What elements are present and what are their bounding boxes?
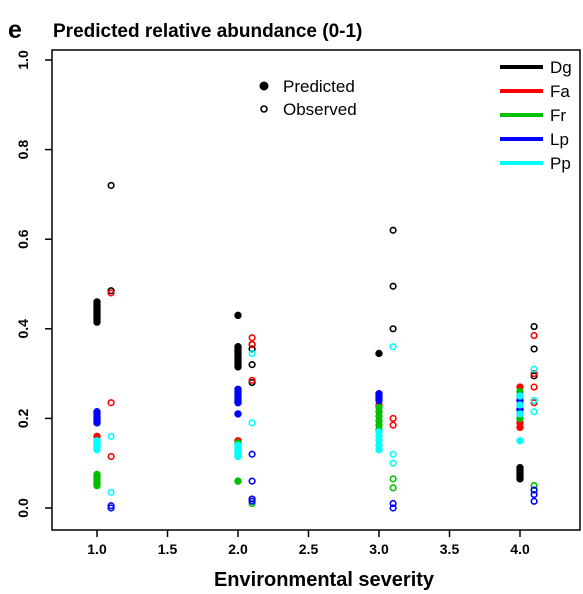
x-tick-label: 3.0 [369,541,389,557]
x-tick-label: 1.5 [158,541,178,557]
point-dg-observed [530,322,538,331]
point-lp-predicted [234,410,242,418]
y-tick-label: 1.0 [15,50,31,70]
x-tick-label: 1.0 [87,541,107,557]
point-lp-observed [248,450,256,458]
panel-label: e [8,16,22,44]
data-points [93,181,538,512]
point-lp-observed [248,477,256,485]
point-dg-predicted [234,363,242,371]
point-pp-observed [248,349,256,358]
point-pp-observed [530,408,538,416]
point-pp-predicted [516,392,524,400]
point-lp-observed [530,486,538,494]
point-dg-predicted [234,311,242,320]
point-pp-predicted [93,446,101,454]
x-tick-label: 2.0 [228,541,248,557]
point-lp-observed [530,490,538,499]
point-fa-observed [248,334,256,342]
y-tick-label: 0.4 [15,319,31,339]
point-fa-observed [530,331,538,340]
point-lp-observed [389,504,397,512]
legend-predicted-label: Predicted [283,77,355,96]
point-lp-predicted [375,396,383,405]
point-pp-observed [389,450,397,458]
point-fr-observed [530,482,538,490]
point-lp-predicted [93,419,101,427]
point-dg-predicted [375,349,383,358]
y-axis: 0.0 0.2 0.4 0.6 0.8 1.0 [15,50,52,518]
point-fa-observed [389,421,397,429]
predicted-marker-icon [259,81,269,91]
point-lp-observed [107,504,115,512]
x-tick-label: 3.5 [440,541,460,557]
point-pp-predicted [234,452,242,461]
legend-label-fr: Fr [550,106,566,125]
point-dg-observed [107,181,115,190]
point-fa-predicted [516,423,524,432]
plot-frame [51,49,581,531]
legend-label-pp: Pp [550,154,571,173]
point-fr-predicted [234,477,242,485]
point-pp-predicted [375,446,383,454]
point-fa-observed [107,452,115,461]
point-dg-observed [389,226,397,234]
point-pp-predicted [516,437,524,445]
point-lp-observed [248,497,256,505]
point-dg-observed [389,282,397,290]
point-fa-observed [530,383,538,391]
point-fr-observed [389,475,397,483]
point-lp-observed [530,497,538,505]
x-axis-title: Environmental severity [214,569,435,591]
legend-label-fa: Fa [550,82,570,101]
y-tick-label: 0.8 [15,140,31,160]
point-fa-observed [107,399,115,407]
point-fa-observed [107,289,115,297]
legend-label-dg: Dg [550,58,572,77]
point-pp-observed [107,432,115,440]
legend-label-lp: Lp [550,130,569,149]
point-fa-observed [248,376,256,384]
y-tick-label: 0.2 [15,408,31,428]
point-dg-observed [530,345,538,353]
point-dg-predicted [93,318,101,326]
point-dg-predicted [516,475,524,483]
x-tick-label: 2.5 [299,541,319,557]
y-tick-label: 0.6 [15,229,31,249]
point-pp-observed [389,459,397,467]
point-dg-observed [248,361,256,369]
point-dg-observed [248,345,256,353]
legend-observed-label: Observed [283,100,357,119]
point-pp-predicted [516,401,524,409]
y-tick-label: 0.0 [15,498,31,518]
point-fr-observed [389,484,397,492]
point-pp-observed [248,419,256,427]
point-pp-observed [389,343,397,351]
species-legend: Dg Fa Fr Lp Pp [500,58,572,173]
point-fr-predicted [93,481,101,490]
point-fa-observed [248,340,256,349]
marker-legend: Predicted Observed [259,77,357,119]
point-fa-observed [530,370,538,378]
point-pp-observed [530,396,538,405]
point-lp-observed [389,499,397,508]
point-lp-predicted [234,399,242,407]
observed-marker-icon [260,105,268,113]
chart-title: Predicted relative abundance (0-1) [53,21,362,42]
x-tick-label: 4.0 [510,541,530,557]
point-pp-predicted [516,410,524,418]
point-dg-observed [389,325,397,333]
point-pp-observed [530,365,538,373]
point-fa-observed [389,414,397,423]
point-pp-observed [107,488,115,496]
x-axis: 1.0 1.5 2.0 2.5 3.0 3.5 4.0 [87,530,530,557]
